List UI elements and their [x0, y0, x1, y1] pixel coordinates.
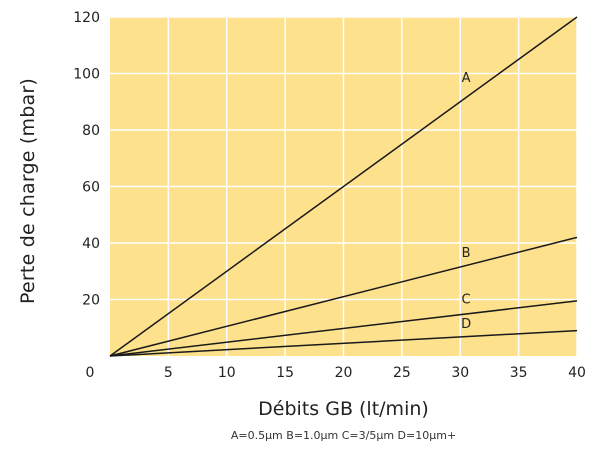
- y-axis-title-text: Perte de charge (mbar): [17, 77, 39, 304]
- x-tick-label: 20: [335, 365, 353, 381]
- y-axis-title: Perte de charge (mbar): [10, 18, 46, 363]
- series-label-d: D: [461, 317, 471, 332]
- series-line-a: [109, 16, 578, 357]
- series-line-c: [109, 300, 578, 357]
- y-tick-label: 80: [82, 123, 100, 139]
- series-label-a: A: [462, 71, 471, 86]
- x-tick-label: 5: [164, 365, 173, 381]
- series-line-b: [109, 236, 578, 357]
- y-tick-label: 20: [82, 293, 100, 309]
- y-tick-label: 60: [82, 180, 100, 196]
- y-tick-label: 100: [73, 67, 100, 83]
- chart-caption: A=0.5µm B=1.0µm C=3/5µm D=10µm+: [230, 429, 457, 442]
- x-tick-label: 35: [510, 365, 528, 381]
- x-tick-label: 15: [276, 365, 294, 381]
- series-label-b: B: [462, 246, 471, 261]
- x-tick-label: 40: [568, 365, 586, 381]
- series-line-d: [109, 329, 578, 357]
- y-tick-label: 40: [82, 236, 100, 252]
- y-tick-label: 120: [73, 10, 100, 26]
- x-tick-label: 30: [451, 365, 469, 381]
- x-tick-label: 25: [393, 365, 411, 381]
- series-label-c: C: [462, 293, 471, 308]
- origin-tick-label: 0: [86, 365, 95, 381]
- x-tick-label: 10: [218, 365, 236, 381]
- x-axis-title: Débits GB (lt/min): [258, 398, 429, 420]
